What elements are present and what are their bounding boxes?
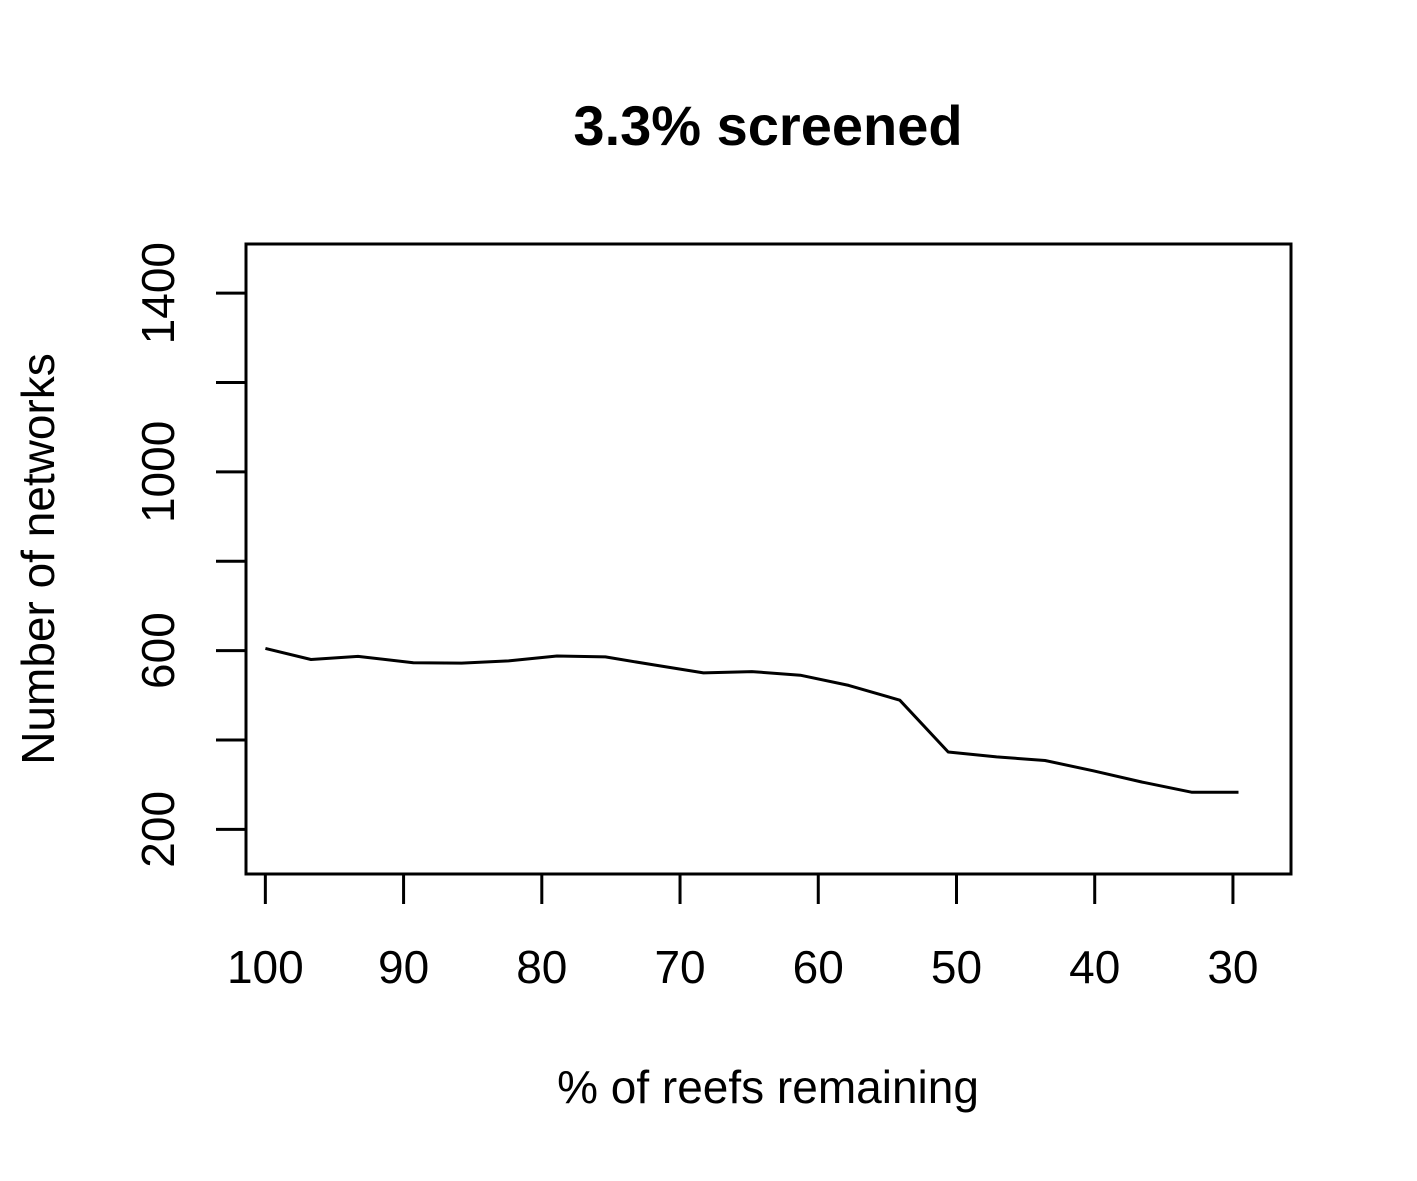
x-tick-label: 30 — [1207, 941, 1258, 993]
x-tick-label: 60 — [793, 941, 844, 993]
series-line — [265, 646, 1239, 794]
y-tick-label: 600 — [132, 612, 184, 689]
x-axis-label: % of reefs remaining — [557, 1061, 979, 1113]
x-tick-label: 40 — [1069, 941, 1120, 993]
x-tick-label: 50 — [931, 941, 982, 993]
x-tick-label: 90 — [378, 941, 429, 993]
y-tick-label: 200 — [132, 791, 184, 868]
x-tick-label: 100 — [227, 941, 304, 993]
x-axis: 100 90 80 70 60 50 40 30 — [227, 872, 1259, 993]
chart-title: 3.3% screened — [573, 94, 962, 157]
y-tick-label: 1000 — [132, 421, 184, 523]
y-axis-label: Number of networks — [12, 353, 64, 765]
y-tick-label: 1400 — [132, 242, 184, 344]
x-tick-label: 80 — [516, 941, 567, 993]
x-tick-label: 70 — [654, 941, 705, 993]
y-axis: 200 600 1000 1400 — [132, 242, 248, 868]
